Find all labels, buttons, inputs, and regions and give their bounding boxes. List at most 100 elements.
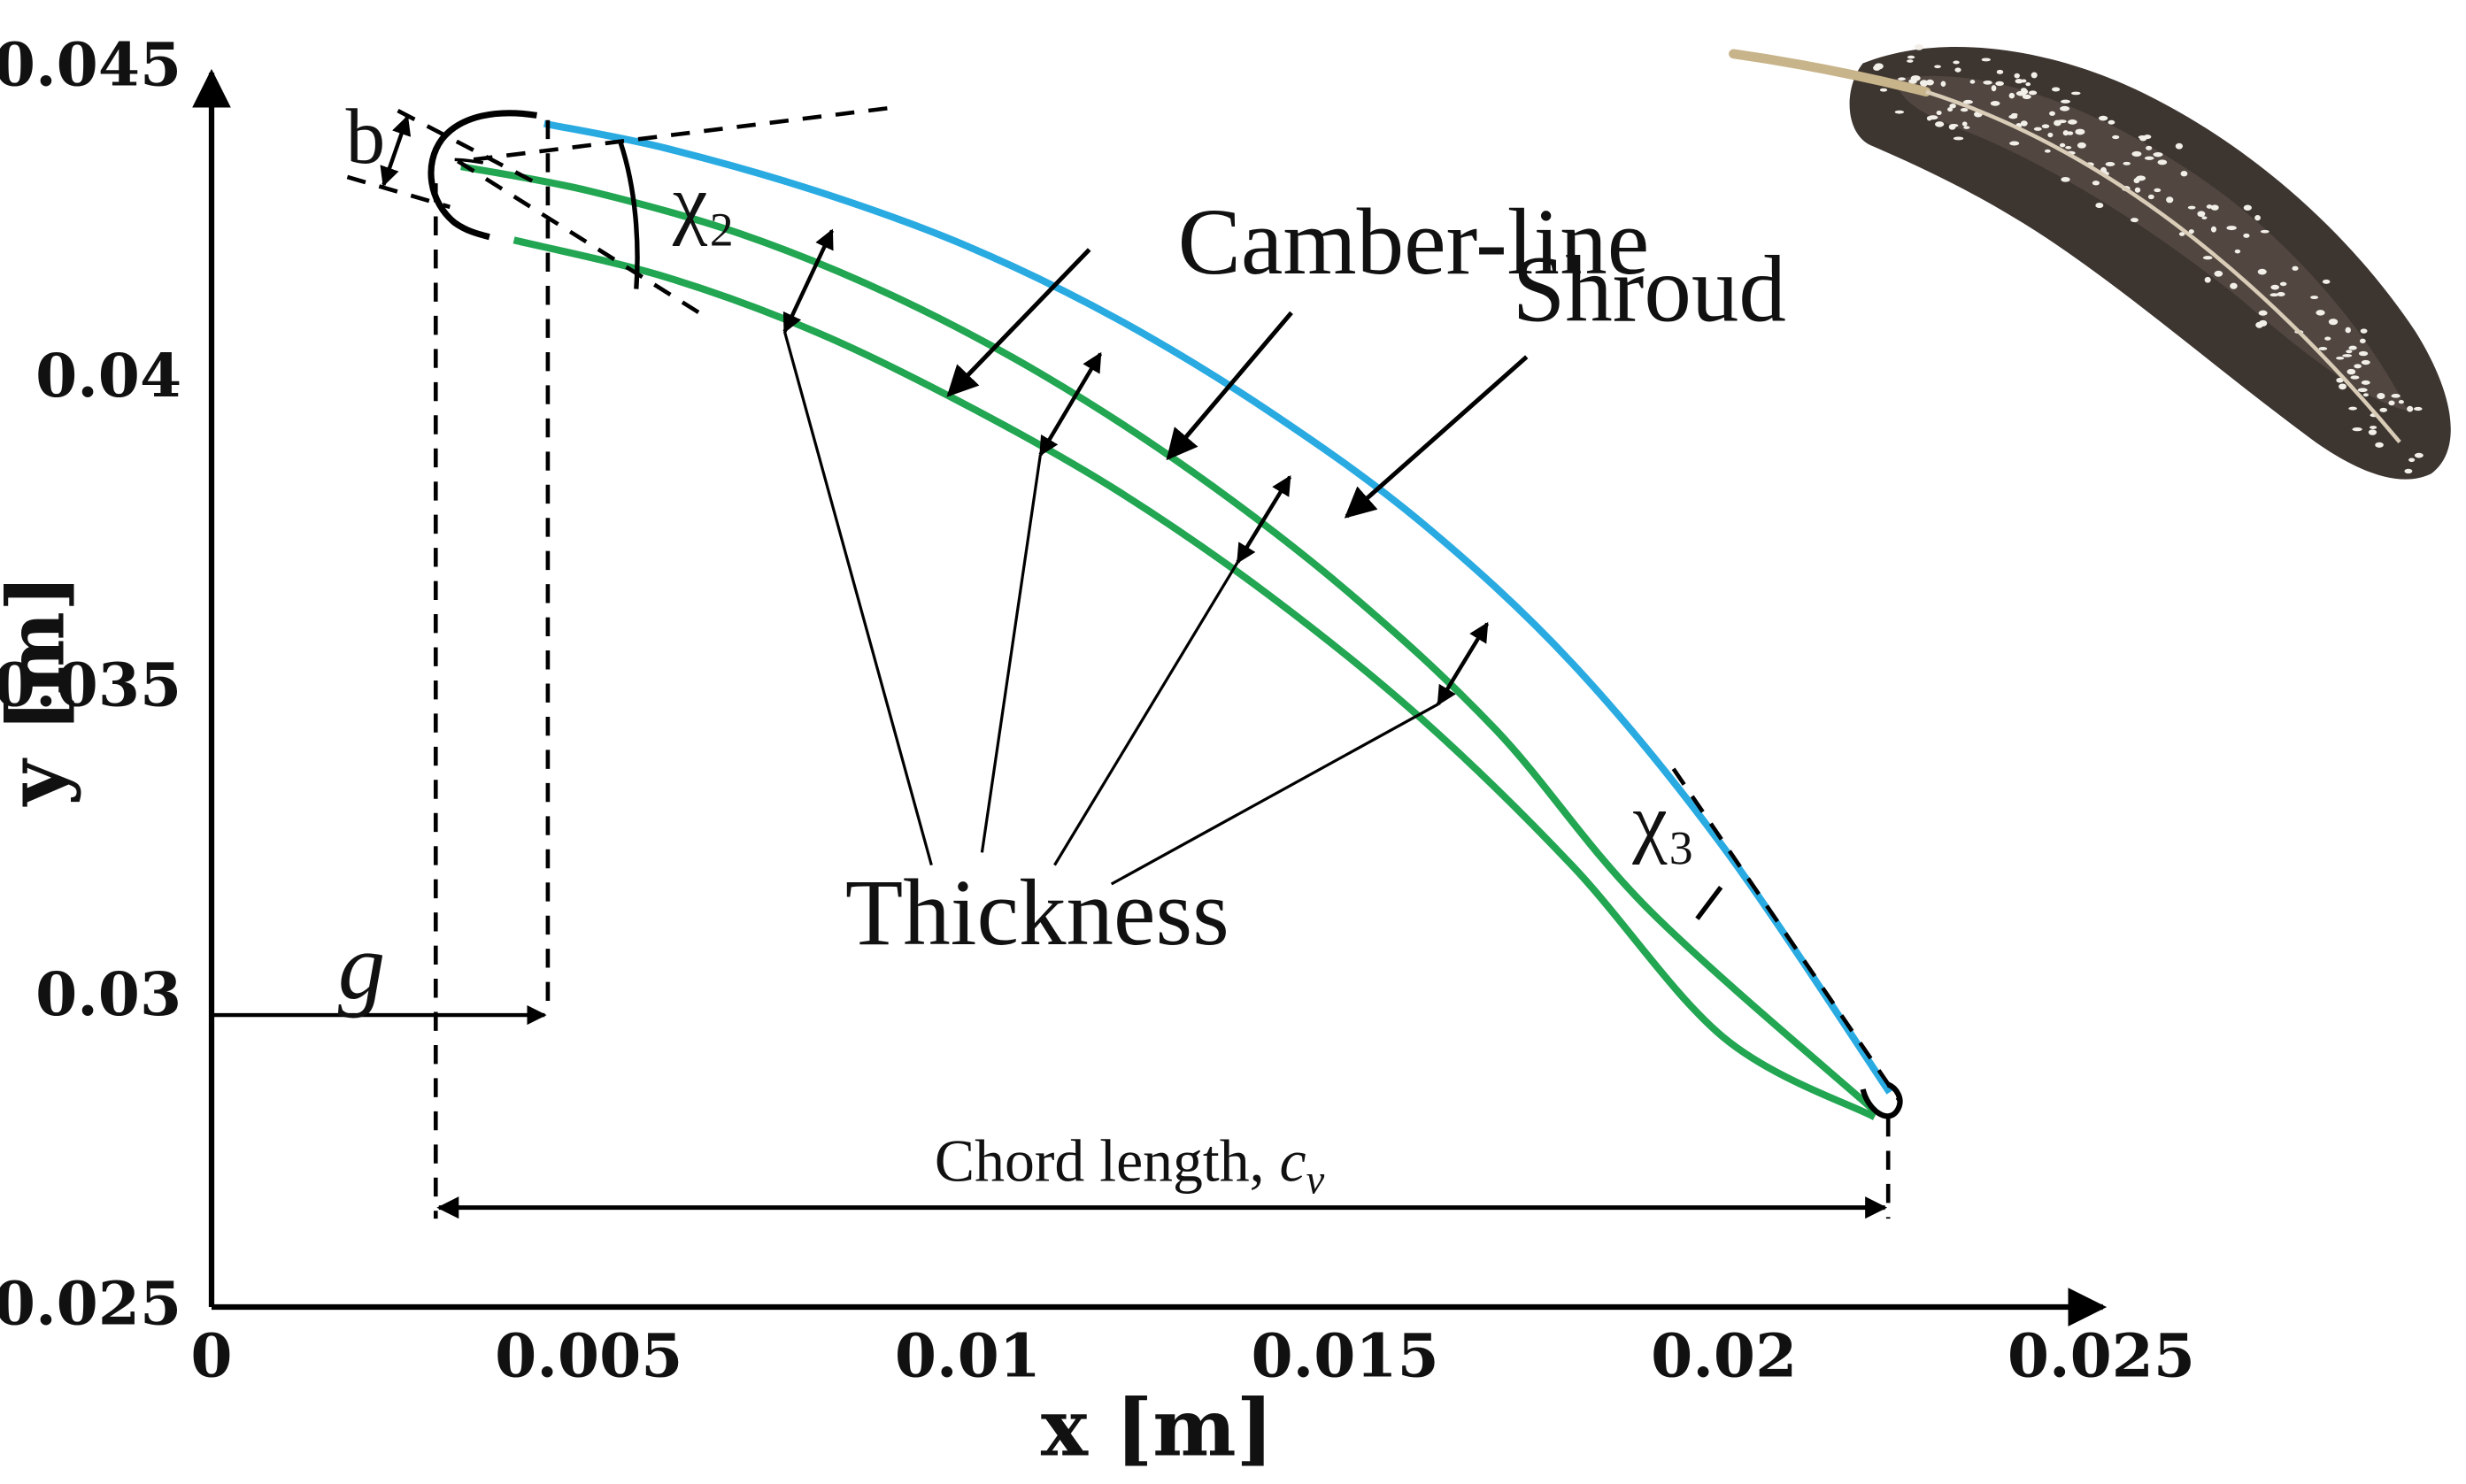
feather-spot (1926, 116, 1932, 121)
feather-spot (1914, 43, 1923, 50)
upper-surface-arrow (946, 248, 1091, 397)
feather-spot (1954, 67, 1961, 73)
feather-spot (2131, 150, 2142, 157)
feather-spot (2407, 405, 2414, 412)
feather-spot (2180, 171, 2188, 177)
feather-spot (2370, 426, 2377, 429)
feather-spot (2112, 135, 2120, 140)
y-tick-labels: 0.045 0.04 0.035 0.03 0.025 (0, 29, 181, 1339)
feather-spot (2060, 99, 2071, 104)
feather-spot (2021, 88, 2029, 95)
thickness-leaders (782, 331, 1439, 886)
feather-spot (2123, 161, 2131, 165)
feather-spot (2345, 327, 2351, 334)
b-dash-top (397, 109, 538, 186)
feather-spot (2166, 196, 2174, 204)
feather-spot (1953, 60, 1960, 65)
feather-spot (2368, 429, 2377, 435)
feather-spot (2292, 265, 2299, 271)
feather-spot (2204, 276, 2211, 283)
y-tick-label: 0.025 (0, 1268, 181, 1339)
thickness-arrow (1236, 474, 1292, 565)
feather-spot (2243, 204, 2252, 211)
chord-length-variable: c (1280, 1127, 1306, 1194)
x-axis-title: x [m] (1041, 1382, 1274, 1475)
feather-spot (1879, 88, 1888, 92)
chi3-label: χ₃ (1631, 779, 1695, 865)
feather-spot (1936, 111, 1942, 116)
feather-spot (2157, 159, 2168, 165)
feather-spot (2379, 407, 2387, 412)
feather-spot (1953, 136, 1964, 141)
y-axis-title: y [m] (0, 574, 82, 808)
feather-spot (2357, 388, 2368, 393)
feather-spot (2361, 359, 2370, 365)
thickness-leader (782, 331, 933, 866)
y-tick-label: 0.045 (0, 29, 181, 100)
feather-spot (2354, 364, 2362, 369)
feather-spot (2070, 91, 2081, 96)
feather-spot (2328, 319, 2339, 326)
feather-spot (2270, 284, 2279, 290)
feather-spot (2146, 145, 2153, 150)
feather-spot (2201, 216, 2208, 219)
feather-spot (1962, 99, 1973, 104)
feather-spot (2054, 119, 2061, 127)
x-tick-label: 0 (190, 1320, 232, 1391)
feather-spot (2279, 281, 2287, 287)
shroud-arrow (1344, 355, 1529, 519)
feather-spot (2375, 442, 2384, 448)
x-tick-label: 0.025 (2007, 1320, 2195, 1391)
feather-spot (2346, 350, 2353, 354)
feather-spot (2226, 226, 2237, 231)
feather-spot (2028, 90, 2038, 96)
shroud-curve (543, 119, 1893, 1095)
feather-spot (2414, 452, 2424, 458)
feather-spot (1995, 81, 2004, 87)
y-tick-label: 0.035 (0, 649, 181, 719)
feather-spot (2067, 119, 2077, 125)
feather-spot (2352, 427, 2362, 432)
y-tick-label: 0.03 (35, 958, 181, 1029)
chi3-arc (1695, 885, 1723, 920)
feather-spot (1983, 80, 1992, 85)
feather-quill (1729, 49, 1931, 97)
thickness-arrow (782, 228, 834, 334)
feather-spot (2136, 175, 2146, 181)
feather-spot (2408, 458, 2416, 463)
feather-spot (2210, 204, 2219, 211)
feather-spot (2059, 142, 2066, 148)
thickness-leader (980, 454, 1042, 853)
feather-spot (2095, 203, 2104, 209)
camber-line-arrow (1166, 311, 1293, 461)
feather-spot (1907, 59, 1914, 63)
feather-spot (2214, 270, 2223, 277)
feather-spot (1940, 81, 1946, 87)
feather-spot (2322, 279, 2331, 284)
chord-length-subscript: v (1306, 1158, 1325, 1203)
feather-spot (2015, 79, 2023, 84)
feather-spot (2067, 131, 2074, 135)
b-label: b (346, 94, 386, 181)
feather-spot (1996, 69, 2004, 74)
feather-spot (2350, 375, 2360, 380)
x-tick-label: 0.01 (895, 1320, 1041, 1391)
feather-spot (2339, 383, 2347, 390)
feather-spot (2377, 392, 2385, 400)
feather-spot (2060, 105, 2070, 111)
feather-spot (2361, 380, 2370, 385)
feather-spot (1894, 110, 1905, 114)
chi2-tangent-upper (473, 105, 894, 162)
feather-illustration (1729, 43, 2451, 480)
chi2-tangent-lower (457, 159, 705, 318)
thickness-arrow (1436, 621, 1490, 706)
feather-spot (2044, 149, 2051, 153)
feather-spot (2062, 130, 2069, 136)
feather-rachis (1925, 89, 2401, 444)
shroud-label: Shroud (1513, 237, 1786, 342)
feather-spot (2362, 393, 2369, 397)
feather-spot (2197, 211, 2206, 218)
feather-spot (2257, 268, 2267, 275)
feather-spot (2008, 92, 2015, 99)
